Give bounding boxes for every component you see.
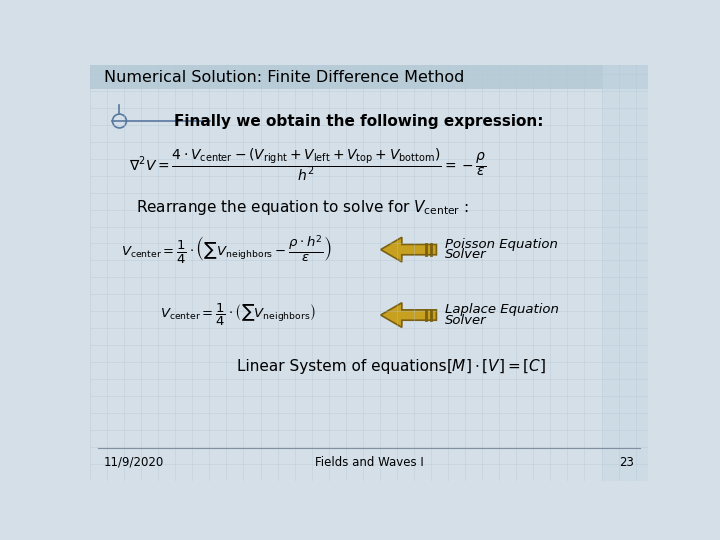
Polygon shape bbox=[381, 237, 436, 262]
Text: Poisson Equation: Poisson Equation bbox=[445, 238, 558, 251]
Text: $V_{\mathrm{center}} = \dfrac{1}{4} \cdot \left( \sum V_{\mathrm{neighbors}} \ri: $V_{\mathrm{center}} = \dfrac{1}{4} \cdo… bbox=[160, 302, 315, 328]
Text: Rearrange the equation to solve for $V_{\mathrm{center}}$ :: Rearrange the equation to solve for $V_{… bbox=[137, 198, 469, 217]
Text: Solver: Solver bbox=[445, 248, 487, 261]
Text: 23: 23 bbox=[619, 456, 634, 469]
Text: Fields and Waves I: Fields and Waves I bbox=[315, 456, 423, 469]
Text: 11/9/2020: 11/9/2020 bbox=[104, 456, 164, 469]
Bar bbox=[90, 65, 648, 90]
Text: $V_{\mathrm{center}} = \dfrac{1}{4} \cdot \left( \sum V_{\mathrm{neighbors}} - \: $V_{\mathrm{center}} = \dfrac{1}{4} \cdo… bbox=[121, 233, 332, 266]
Text: Linear System of equations: Linear System of equations bbox=[238, 359, 451, 374]
Text: Solver: Solver bbox=[445, 314, 487, 327]
Bar bbox=[601, 65, 648, 481]
Text: Finally we obtain the following expression:: Finally we obtain the following expressi… bbox=[174, 113, 543, 129]
Polygon shape bbox=[381, 303, 436, 327]
Text: $\nabla^2 V = \dfrac{4 \cdot V_{\mathrm{center}} - (V_{\mathrm{right}} + V_{\mat: $\nabla^2 V = \dfrac{4 \cdot V_{\mathrm{… bbox=[129, 147, 486, 183]
Text: Numerical Solution: Finite Difference Method: Numerical Solution: Finite Difference Me… bbox=[104, 70, 464, 85]
Text: $[M]\cdot[V]=[C]$: $[M]\cdot[V]=[C]$ bbox=[446, 358, 546, 375]
Text: Laplace Equation: Laplace Equation bbox=[445, 303, 559, 316]
